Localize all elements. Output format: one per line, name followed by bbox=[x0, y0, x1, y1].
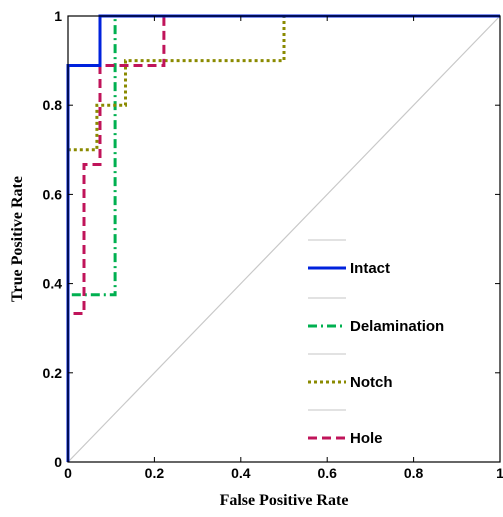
legend-label-hole: Hole bbox=[350, 430, 383, 447]
series-line-notch bbox=[66, 14, 500, 462]
y-tick-label: 0.8 bbox=[43, 97, 63, 113]
series-line-hole bbox=[66, 14, 500, 462]
y-tick-label: 0.4 bbox=[43, 276, 63, 292]
x-tick-label: 0.8 bbox=[404, 465, 424, 481]
y-tick-label: 0.2 bbox=[43, 365, 63, 381]
plot-area bbox=[66, 14, 501, 463]
legend: Intact Delamination Notch Hole bbox=[308, 239, 444, 447]
axes-box bbox=[67, 15, 501, 463]
axes: 0 0.2 0.4 0.6 0.8 1 0 0.2 0.4 0.6 0.8 1 bbox=[43, 8, 503, 481]
y-tick-label: 0 bbox=[54, 454, 62, 470]
x-tick-label: 0 bbox=[64, 465, 72, 481]
diagonal-reference-line bbox=[67, 15, 501, 463]
x-tick-label: 1 bbox=[496, 465, 503, 481]
x-tick-label: 0.2 bbox=[145, 465, 165, 481]
x-axis-title: False Positive Rate bbox=[220, 492, 349, 509]
y-axis-title: True Positive Rate bbox=[9, 176, 26, 302]
x-tick-label: 0.4 bbox=[231, 465, 251, 481]
legend-label-delamination: Delamination bbox=[350, 318, 444, 335]
y-tick-label: 1 bbox=[54, 8, 62, 24]
y-tick-label: 0.6 bbox=[43, 186, 63, 202]
legend-label-intact: Intact bbox=[350, 260, 390, 277]
x-tick-label: 0.6 bbox=[317, 465, 337, 481]
legend-label-notch: Notch bbox=[350, 374, 393, 391]
